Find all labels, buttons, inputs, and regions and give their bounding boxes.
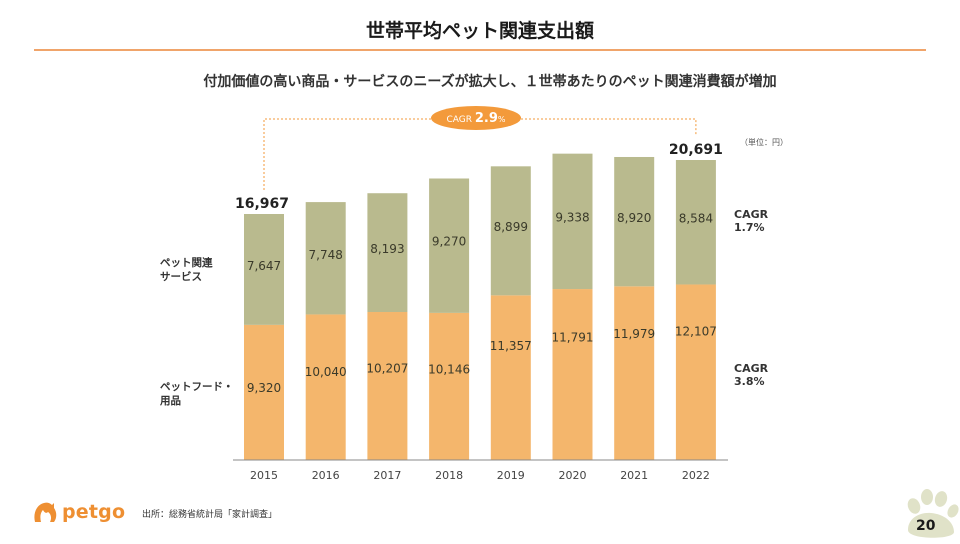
- bar-food-2015: [244, 324, 284, 460]
- label-services-2016: 7,748: [309, 248, 343, 262]
- cagr-total-label: CAGR 2.9%: [446, 111, 505, 126]
- label-food-2016: 10,040: [305, 365, 347, 379]
- bar-services-2022: [675, 160, 716, 285]
- label-food-2019: 11,357: [490, 339, 532, 353]
- x-tick-2015: 2015: [250, 469, 278, 482]
- cagr-food: CAGR: [734, 362, 769, 375]
- bar-services-2016: [305, 202, 346, 315]
- bar-food-2016: [305, 314, 346, 460]
- cagr-food: 3.8%: [734, 375, 765, 388]
- paw-icon: [907, 489, 959, 538]
- total-label-2015: 16,967: [235, 196, 289, 212]
- x-tick-2019: 2019: [497, 469, 525, 482]
- label-food-2018: 10,146: [428, 363, 470, 377]
- page-subtitle: 付加価値の高い商品・サービスのニーズが拡大し、１世帯あたりのペット関連消費額が増…: [203, 74, 777, 90]
- label-food-2015: 9,320: [247, 381, 281, 395]
- legend-food-line: ペットフード・: [160, 381, 234, 393]
- x-tick-2017: 2017: [373, 469, 401, 482]
- bar-services-2019: [490, 166, 531, 296]
- bar-services-2015: [244, 214, 284, 325]
- cagr-services: 1.7%: [734, 221, 765, 234]
- cagr-badge: [431, 106, 521, 130]
- label-food-2017: 10,207: [366, 362, 408, 376]
- x-tick-2018: 2018: [435, 469, 463, 482]
- bar-food-2020: [552, 289, 593, 460]
- legend-services-line: ペット関連: [160, 256, 213, 269]
- bar-services-2017: [367, 193, 408, 313]
- label-food-2021: 11,979: [613, 327, 655, 341]
- label-food-2020: 11,791: [552, 331, 594, 345]
- legend-food-line: 用品: [159, 395, 181, 407]
- unit-label: （単位：円）: [740, 138, 788, 147]
- paw-decoration: [898, 484, 960, 540]
- legend-services-line: サービス: [160, 270, 202, 283]
- bar-food-2021: [614, 286, 655, 460]
- bar-food-2019: [490, 295, 531, 460]
- page-title: 世帯平均ペット関連支出額: [365, 20, 594, 42]
- label-services-2018: 9,270: [432, 235, 466, 249]
- label-services-2022: 8,584: [679, 212, 713, 226]
- x-tick-2020: 2020: [559, 469, 587, 482]
- logo-text: petgo: [62, 501, 126, 523]
- label-services-2019: 8,899: [494, 220, 528, 234]
- cagr-services: CAGR: [734, 208, 769, 221]
- petgo-logo: petgo: [32, 500, 125, 524]
- x-tick-2022: 2022: [682, 469, 710, 482]
- bar-food-2017: [367, 312, 408, 460]
- title-divider: [34, 49, 926, 51]
- total-label-2022: 20,691: [669, 142, 723, 158]
- bar-food-2022: [675, 284, 716, 460]
- petgo-logo-icon: [34, 502, 57, 522]
- label-food-2022: 12,107: [675, 324, 717, 338]
- source-note: 出所：総務省統計局「家計調査」: [142, 510, 278, 520]
- bar-food-2018: [429, 312, 470, 460]
- label-services-2017: 8,193: [370, 242, 404, 256]
- label-services-2015: 7,647: [247, 259, 281, 273]
- x-tick-2016: 2016: [312, 469, 340, 482]
- bar-services-2021: [614, 156, 655, 287]
- label-services-2021: 8,920: [617, 211, 651, 225]
- page-number: 20: [916, 518, 936, 534]
- label-services-2020: 9,338: [555, 210, 589, 224]
- bar-services-2018: [429, 178, 470, 313]
- x-tick-2021: 2021: [620, 469, 648, 482]
- bar-services-2020: [552, 153, 593, 290]
